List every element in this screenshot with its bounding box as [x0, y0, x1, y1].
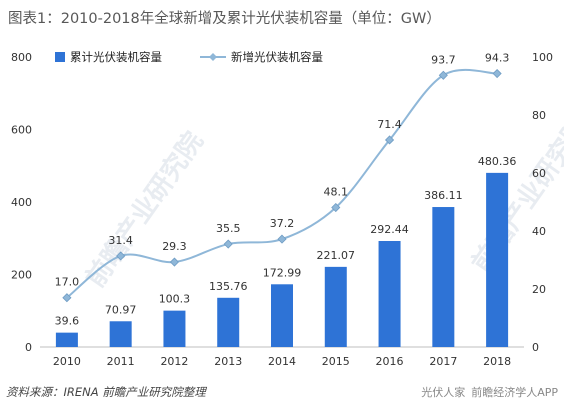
y-left-tick-label: 200: [11, 269, 32, 282]
legend-line-marker: [209, 53, 217, 61]
bar-data-label: 172.99: [263, 266, 302, 279]
bar-data-label: 386.11: [424, 189, 463, 202]
line-marker: [492, 68, 502, 79]
x-tick-label: 2017: [429, 355, 457, 368]
x-tick-label: 2015: [322, 355, 350, 368]
bar-data-label: 100.3: [159, 293, 191, 306]
x-tick-label: 2014: [268, 355, 296, 368]
y-right-tick-label: 0: [532, 341, 539, 354]
y-right-tick-label: 100: [532, 51, 553, 64]
line-data-label: 94.3: [485, 52, 510, 65]
x-tick-label: 2013: [214, 355, 242, 368]
footer-brand-main: 前瞻经济学人APP: [471, 386, 558, 399]
line-marker: [116, 251, 126, 261]
bar: [324, 266, 347, 347]
line-marker: [169, 257, 180, 267]
line-data-label: 71.4: [377, 118, 402, 131]
y-right-tick-label: 40: [532, 225, 546, 238]
bar-data-label: 39.6: [55, 315, 80, 328]
y-left-tick-label: 600: [11, 124, 32, 137]
bars: [55, 172, 509, 347]
footer-brand: 光伏人家 前瞻经济学人APP: [421, 384, 558, 400]
line-marker: [62, 293, 72, 303]
x-tick-label: 2011: [107, 355, 135, 368]
line-data-label: 35.5: [216, 222, 241, 235]
bar-data-label: 70.97: [105, 303, 137, 316]
line-data-label: 17.0: [55, 276, 80, 289]
y-right-tick-label: 60: [532, 167, 546, 180]
legend-bar-label: 累计光伏装机容量: [70, 50, 162, 64]
legend-bar-swatch: [55, 52, 65, 62]
line-marker: [384, 135, 395, 145]
line-marker: [223, 239, 233, 249]
legend-line-label: 新增光伏装机容量: [231, 50, 323, 64]
bar-data-label: 135.76: [209, 280, 248, 293]
line-marker: [277, 234, 287, 244]
line-path: [66, 68, 498, 299]
bar: [217, 297, 240, 347]
x-tick-label: 2016: [376, 355, 404, 368]
bar: [271, 284, 293, 347]
x-tick-label: 2018: [483, 355, 511, 368]
bar-data-label: 292.44: [370, 223, 409, 236]
bar: [486, 172, 509, 347]
y-right-tick-label: 20: [532, 283, 546, 296]
y-left-tick-label: 0: [25, 341, 32, 354]
legend: 累计光伏装机容量 新增光伏装机容量: [55, 50, 323, 64]
line-data-label: 29.3: [162, 240, 187, 253]
line-marker: [438, 70, 448, 80]
y-left-tick-label: 400: [11, 196, 32, 209]
x-tick-label: 2012: [160, 355, 188, 368]
bar: [432, 207, 455, 347]
line-data-label: 31.4: [108, 234, 133, 247]
bar: [163, 310, 186, 347]
bar-data-label: 221.07: [317, 249, 356, 262]
bar: [55, 332, 78, 347]
source-note: 资料来源：IRENA 前瞻产业研究院整理: [6, 385, 206, 399]
axes: 0 200 400 600 800 0 20 40 60 80 100 2010 2011 2012 201…: [11, 51, 553, 368]
bar: [109, 321, 132, 347]
line-marker: [331, 202, 341, 213]
line-series: [62, 68, 502, 303]
line-data-label: 48.1: [324, 186, 349, 199]
bar: [378, 240, 401, 347]
y-left-tick-label: 800: [11, 51, 32, 64]
x-tick-label: 2010: [53, 355, 81, 368]
y-right-tick-label: 80: [532, 109, 546, 122]
bar-data-label: 480.36: [478, 155, 517, 168]
line-data-label: 93.7: [431, 53, 456, 66]
chart-title: 图表1：2010-2018年全球新增及累计光伏装机容量（单位：GW）: [8, 11, 441, 27]
line-data-label: 37.2: [270, 217, 295, 230]
data-labels: 39.6 70.97 100.3 135.76 172.99 221.07 292.44 38…: [55, 52, 517, 328]
footer-brand-sub: 光伏人家: [421, 386, 466, 399]
